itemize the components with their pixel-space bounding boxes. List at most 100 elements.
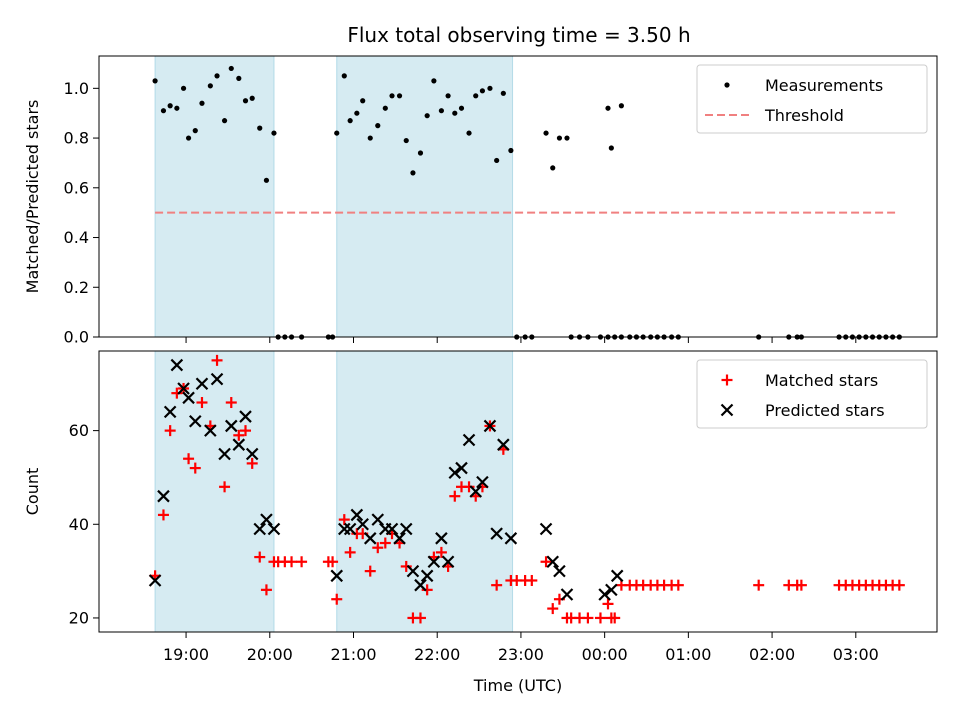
legend-dot-marker: [724, 82, 730, 88]
marker-stroke: [182, 391, 195, 405]
legend-entry-label: Measurements: [765, 76, 883, 95]
marker-stroke: [560, 588, 574, 601]
marker-stroke: [610, 569, 624, 583]
top-shaded-spans: [154, 55, 514, 338]
predicted-stars-points: [148, 358, 624, 601]
measurement-point: [396, 93, 403, 99]
predicted-star-marker: [182, 391, 195, 405]
matched-star-marker: [225, 397, 237, 409]
measurement-point: [445, 93, 451, 99]
measurement-point: [564, 135, 570, 141]
predicted-star-marker: [476, 475, 489, 489]
measurement-point: [466, 130, 472, 136]
matched-star-marker: [183, 453, 195, 465]
measurement-point: [271, 130, 277, 136]
x-tick-label: 23:00: [498, 645, 544, 664]
marker-stroke: [605, 583, 618, 597]
predicted-star-marker: [170, 358, 184, 372]
measurement-point: [403, 137, 409, 144]
measurement-point: [354, 110, 360, 116]
matched-star-marker: [338, 514, 350, 526]
predicted-star-marker: [363, 532, 377, 545]
bottom-x-ticks: 19:00 20:00 21:00 22:00 23:00 00:00 01:00 02:00…: [163, 632, 879, 664]
marker-stroke: [239, 410, 252, 423]
marker-stroke: [267, 522, 281, 536]
marker-stroke: [483, 419, 497, 433]
matched-star-marker: [540, 556, 552, 568]
top-legend: Measurements Threshold: [696, 64, 928, 134]
measurement-point: [167, 103, 173, 109]
matched-star-marker: [171, 387, 183, 399]
x-tick-label: 02:00: [749, 645, 795, 664]
predicted-star-marker: [260, 513, 273, 526]
predicted-star-marker: [356, 518, 369, 531]
marker-stroke: [441, 555, 455, 569]
top-y-ticks: 0.0 0.2 0.4 0.6 0.8 1.0: [64, 79, 99, 347]
measurement-point: [556, 135, 563, 141]
measurement-point: [389, 93, 395, 99]
measurement-point: [508, 147, 514, 154]
matched-star-marker: [414, 612, 426, 624]
y-tick-label: 60: [69, 421, 89, 440]
legend-entry-label: Matched stars: [765, 371, 878, 390]
predicted-star-marker: [204, 424, 217, 437]
matched-star-marker: [594, 612, 606, 624]
predicted-star-marker: [469, 485, 483, 498]
figure-title: Flux total observing time = 3.50 h: [347, 23, 690, 47]
predicted-star-marker: [177, 382, 190, 395]
marker-stroke: [399, 522, 413, 536]
measurement-point: [417, 150, 424, 156]
matched-star-marker: [260, 584, 272, 596]
predicted-star-marker: [393, 532, 406, 545]
bottom-axes-frame: [98, 350, 938, 633]
predicted-star-marker: [385, 522, 399, 536]
measurement-point: [180, 85, 187, 91]
predicted-star-marker: [497, 438, 510, 451]
measurement-point: [458, 105, 465, 111]
predicted-star-marker: [330, 569, 344, 583]
predicted-star-marker: [427, 555, 441, 569]
measurement-point: [618, 103, 624, 109]
y-tick-label: 0.0: [64, 328, 89, 347]
top-panel: 0.0 0.2 0.4 0.6 0.8 1.0 Matched/Predicted sta…: [23, 55, 938, 347]
predicted-star-marker: [232, 438, 246, 451]
x-tick-label: 01:00: [665, 645, 711, 664]
predicted-star-marker: [610, 569, 624, 583]
marker-stroke: [157, 489, 170, 503]
predicted-star-marker: [399, 522, 413, 536]
x-tick-label: 00:00: [582, 645, 628, 664]
predicted-star-marker: [483, 419, 497, 433]
marker-stroke: [427, 555, 441, 569]
matched-star-marker: [400, 560, 412, 572]
measurement-point: [550, 165, 556, 171]
marker-stroke: [330, 569, 344, 583]
measurement-point: [360, 98, 366, 104]
marker-stroke: [163, 405, 177, 419]
marker-stroke: [504, 532, 518, 545]
x-tick-label: 03:00: [833, 645, 879, 664]
marker-stroke: [204, 424, 217, 437]
matched-star-marker: [254, 551, 266, 563]
measurement-point: [160, 108, 167, 114]
marker-stroke: [224, 419, 238, 433]
predicted-star-marker: [420, 569, 434, 583]
matched-stars-points: [149, 354, 905, 624]
measurement-point: [242, 98, 249, 104]
matched-star-marker: [526, 574, 538, 586]
matched-star-marker: [609, 612, 621, 624]
marker-stroke: [343, 522, 357, 536]
marker-stroke: [406, 564, 420, 578]
matched-star-marker: [211, 354, 223, 366]
matched-star-marker: [672, 579, 684, 591]
predicted-star-marker: [218, 447, 231, 461]
predicted-star-marker: [455, 461, 468, 475]
marker-stroke: [210, 372, 224, 386]
measurement-point: [367, 135, 373, 141]
top-axes-frame: [98, 55, 938, 338]
matched-star-marker: [331, 593, 343, 605]
matched-star-marker: [286, 556, 298, 568]
marker-stroke: [253, 522, 267, 536]
measurement-point: [410, 170, 416, 176]
y-tick-label: 1.0: [64, 79, 89, 98]
